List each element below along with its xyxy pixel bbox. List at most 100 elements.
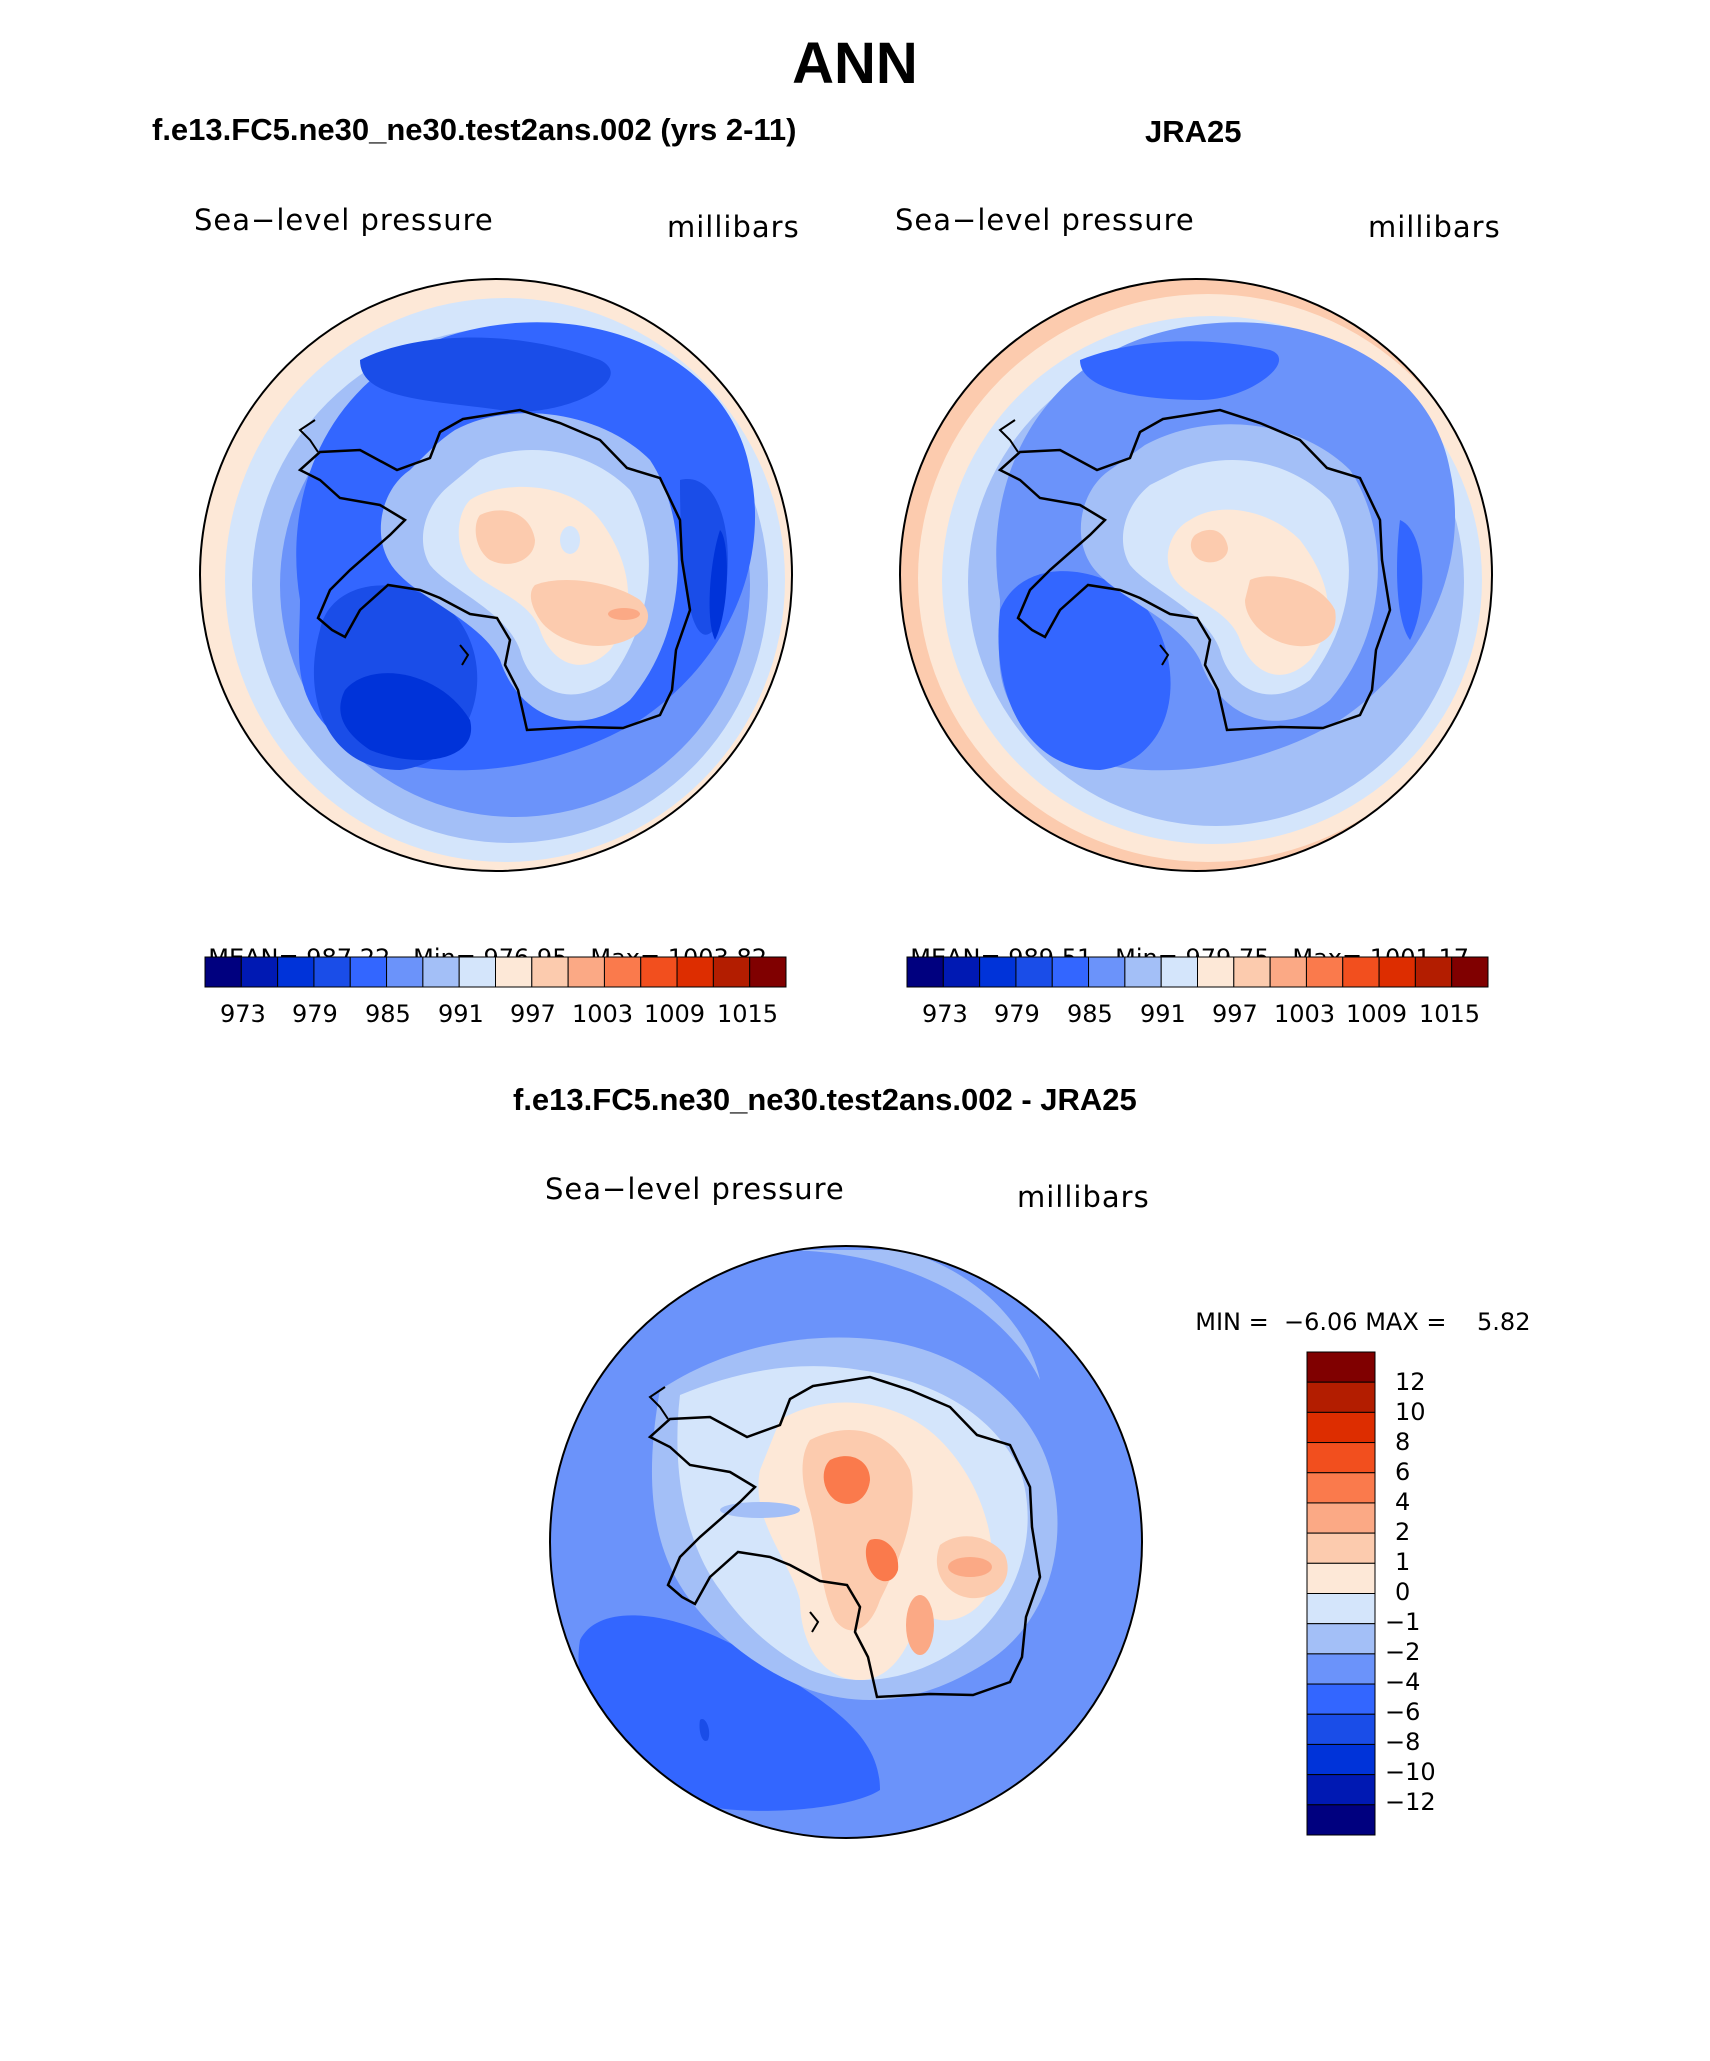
diff-colorbar-tick: 6 [1395, 1458, 1411, 1486]
obs-colorbar-tick: 1009 [1346, 1000, 1408, 1028]
diff-colorbar-swatch [1306, 1743, 1376, 1776]
diff-colorbar-tick: −1 [1385, 1608, 1421, 1636]
model-colorbar-swatch [458, 956, 497, 988]
diff-colorbar-tick: 2 [1395, 1518, 1411, 1546]
model-colorbar-swatch [749, 956, 787, 988]
diff-colorbar-swatch [1306, 1532, 1376, 1564]
obs-colorbar-swatch [1088, 956, 1126, 988]
diff-colorbar-swatch [1306, 1713, 1376, 1745]
obs-map [900, 279, 1492, 871]
diff-colorbar-swatch [1306, 1502, 1376, 1534]
diff-colorbar-swatch [1306, 1774, 1376, 1806]
model-colorbar [204, 956, 787, 988]
model-colorbar-swatch [422, 956, 460, 988]
diff-colorbar-swatch [1306, 1623, 1376, 1655]
obs-colorbar-swatch [1124, 956, 1162, 988]
diff-colorbar-tick: 1 [1395, 1548, 1411, 1576]
obs-colorbar-swatch [1015, 956, 1053, 988]
model-colorbar-swatch [495, 956, 533, 988]
diff-colorbar-tick: −4 [1385, 1668, 1421, 1696]
model-colorbar-swatch [240, 956, 279, 988]
model-colorbar-swatch [277, 956, 315, 988]
diff-colorbar-swatch [1306, 1411, 1376, 1444]
obs-colorbar-swatch [1414, 956, 1453, 988]
diff-min-label: MIN = [1195, 1308, 1269, 1336]
obs-colorbar-swatch [979, 956, 1017, 988]
model-colorbar-swatch [567, 956, 605, 988]
model-colorbar-swatch [640, 956, 678, 988]
obs-colorbar-swatch [942, 956, 981, 988]
obs-colorbar-swatch [1342, 956, 1380, 988]
diff-map [550, 1246, 1142, 1838]
obs-colorbar-swatch [1269, 956, 1307, 988]
obs-colorbar-tick: 1003 [1274, 1000, 1336, 1028]
obs-colorbar [906, 956, 1489, 988]
diff-colorbar-swatch [1306, 1442, 1376, 1474]
diff-colorbar-swatch [1306, 1593, 1376, 1625]
model-colorbar-swatch [313, 956, 351, 988]
model-map [200, 279, 792, 871]
model-colorbar-swatch [603, 956, 642, 988]
diff-colorbar-swatch [1306, 1683, 1376, 1715]
model-colorbar-tick: 973 [220, 1000, 266, 1028]
model-field-label: Sea−level pressure [194, 203, 494, 237]
diff-colorbar-tick: −6 [1385, 1698, 1421, 1726]
figure-title: ANN [792, 31, 918, 96]
model-colorbar-tick: 1015 [717, 1000, 779, 1028]
obs-colorbar-swatch [1160, 956, 1198, 988]
obs-colorbar-tick: 973 [922, 1000, 968, 1028]
obs-colorbar-swatch [1233, 956, 1271, 988]
model-colorbar-swatch [386, 956, 424, 988]
obs-colorbar-swatch [1451, 956, 1489, 988]
model-colorbar-swatch [712, 956, 751, 988]
diff-stats: MIN = −6.06 MAX = 5.82 [1180, 1280, 1530, 1336]
diff-min-value: −6.06 [1284, 1308, 1358, 1336]
diff-colorbar-swatch [1306, 1653, 1376, 1685]
model-colorbar-tick: 979 [292, 1000, 338, 1028]
obs-panel-title: JRA25 [1145, 114, 1242, 149]
diff-colorbar-tick: −2 [1385, 1638, 1421, 1666]
model-colorbar-tick: 991 [438, 1000, 484, 1028]
diff-colorbar-tick: 4 [1395, 1488, 1411, 1516]
model-units-label: millibars [667, 210, 800, 244]
model-colorbar-swatch [531, 956, 569, 988]
model-colorbar-swatch [349, 956, 388, 988]
model-colorbar-tick: 997 [510, 1000, 556, 1028]
diff-units-label: millibars [1017, 1180, 1150, 1214]
diff-colorbar-swatch [1306, 1381, 1376, 1413]
model-colorbar-tick: 1003 [572, 1000, 634, 1028]
model-colorbar-swatch [676, 956, 714, 988]
model-colorbar-swatch [204, 956, 242, 988]
obs-colorbar-tick: 985 [1067, 1000, 1113, 1028]
diff-max-value: 5.82 [1477, 1308, 1531, 1336]
model-map-border [199, 278, 793, 872]
diff-colorbar-swatch [1306, 1351, 1376, 1383]
obs-colorbar-tick: 979 [994, 1000, 1040, 1028]
obs-map-border [899, 278, 1493, 872]
diff-colorbar-tick: −12 [1385, 1788, 1436, 1816]
diff-colorbar-tick: −8 [1385, 1728, 1421, 1756]
diff-colorbar-swatch [1306, 1804, 1376, 1836]
diff-field-label: Sea−level pressure [545, 1172, 845, 1206]
obs-colorbar-swatch [906, 956, 944, 988]
diff-colorbar-tick: −10 [1385, 1758, 1436, 1786]
diff-colorbar-tick: 8 [1395, 1428, 1411, 1456]
diff-colorbar-swatch [1306, 1562, 1376, 1595]
diff-map-border [549, 1245, 1143, 1839]
obs-colorbar-tick: 991 [1140, 1000, 1186, 1028]
model-panel-title: f.e13.FC5.ne30_ne30.test2ans.002 (yrs 2-… [152, 112, 797, 147]
obs-colorbar-swatch [1051, 956, 1090, 988]
model-colorbar-tick: 985 [365, 1000, 411, 1028]
obs-colorbar-swatch [1378, 956, 1416, 988]
diff-max-label: MAX = [1365, 1308, 1447, 1336]
diff-panel-title: f.e13.FC5.ne30_ne30.test2ans.002 - JRA25 [513, 1082, 1137, 1117]
diff-colorbar-tick: 10 [1395, 1398, 1426, 1426]
obs-units-label: millibars [1368, 210, 1501, 244]
obs-colorbar-swatch [1305, 956, 1344, 988]
obs-colorbar-swatch [1197, 956, 1235, 988]
diff-colorbar-swatch [1306, 1472, 1376, 1504]
model-colorbar-tick: 1009 [644, 1000, 706, 1028]
obs-colorbar-tick: 997 [1212, 1000, 1258, 1028]
diff-colorbar-tick: 12 [1395, 1368, 1426, 1396]
